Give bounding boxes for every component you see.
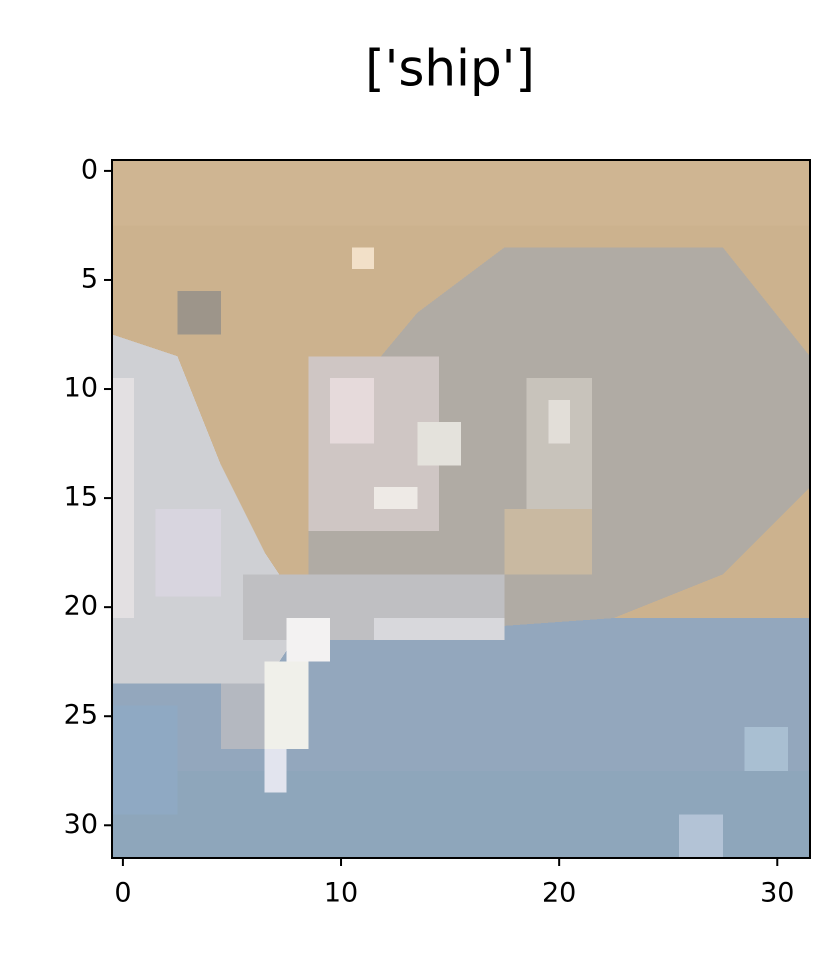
x-tick-label: 20 xyxy=(542,878,576,909)
y-tick-label: 10 xyxy=(64,373,98,404)
y-tick-label: 0 xyxy=(81,154,98,185)
y-tick-label: 30 xyxy=(64,809,98,840)
y-tick-label: 5 xyxy=(81,263,98,294)
y-tick-label: 20 xyxy=(64,591,98,622)
x-tick-label: 0 xyxy=(114,878,131,909)
x-tick-label: 10 xyxy=(324,878,358,909)
x-tick-label: 30 xyxy=(760,878,794,909)
y-tick-label: 15 xyxy=(64,482,98,513)
axes-frame xyxy=(111,159,811,859)
y-tick-label: 25 xyxy=(64,700,98,731)
chart-title: ['ship'] xyxy=(365,40,535,98)
image xyxy=(112,160,810,858)
